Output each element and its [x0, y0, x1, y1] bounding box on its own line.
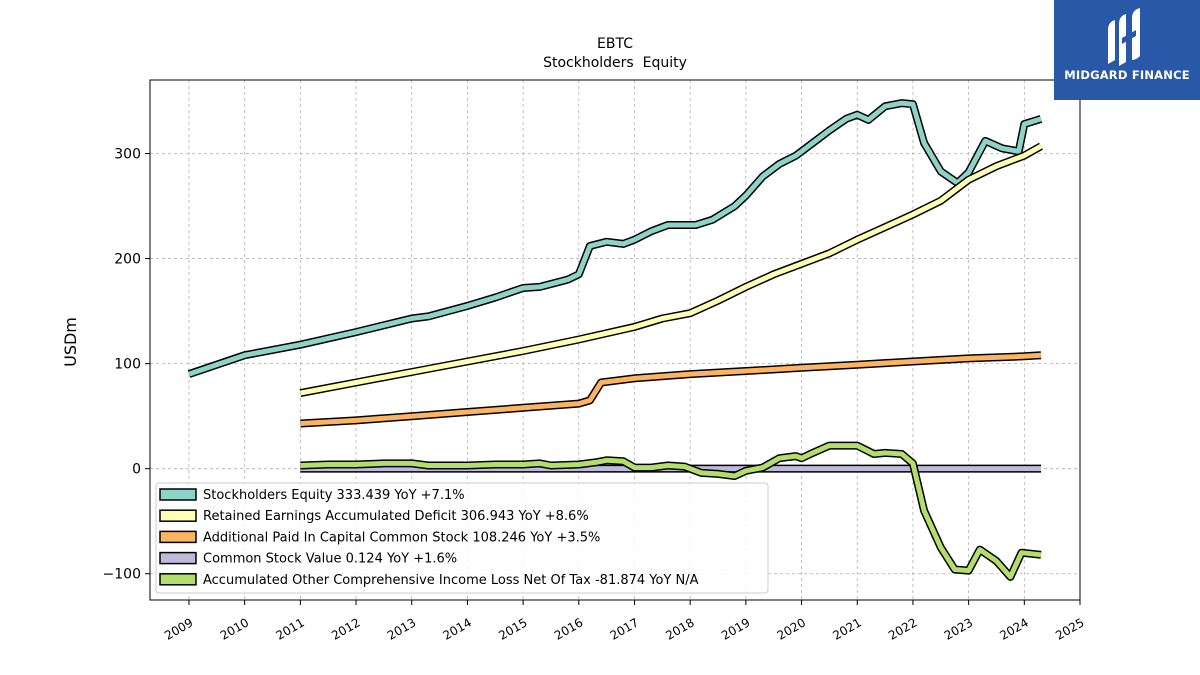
chart-subtitle: Stockholders Equity	[543, 55, 687, 71]
x-tick-label: 2018	[663, 615, 696, 642]
legend-swatch	[159, 551, 197, 565]
x-tick-label: 2020	[775, 615, 808, 642]
series-line-2	[300, 352, 1042, 426]
x-tick-label: 2012	[329, 615, 362, 642]
legend-swatch	[159, 488, 197, 501]
y-tick-label: 200	[114, 252, 141, 268]
legend-entry: Stockholders Equity 333.439 YoY +7.1%	[203, 488, 465, 503]
y-tick-label: 300	[114, 147, 141, 163]
legend-swatch	[159, 573, 197, 586]
x-tick-label: 2011	[273, 615, 306, 642]
x-tick-label: 2022	[886, 615, 919, 642]
chart-title: EBTC	[597, 36, 633, 52]
x-tick-label: 2009	[162, 615, 195, 642]
y-axis-label: USDm	[61, 317, 80, 367]
x-tick-label: 2019	[719, 615, 752, 642]
x-tick-label: 2010	[218, 615, 251, 642]
x-tick-label: 2025	[1053, 615, 1086, 642]
legend-entry: Common Stock Value 0.124 YoY +1.6%	[203, 552, 457, 567]
plot-frame	[149, 79, 1081, 601]
series-line-0	[188, 100, 1042, 377]
series-line-1	[299, 144, 1043, 396]
y-tick-label: 100	[114, 357, 141, 373]
legend: Stockholders Equity 333.439 YoY +7.1% Ret…	[155, 482, 769, 594]
x-tick-label: 2016	[552, 615, 585, 642]
midgard-finance-logo: MIDGARD FINANCE	[1054, 0, 1200, 100]
x-tick-label: 2017	[608, 615, 641, 642]
y-tick-label: −100	[103, 567, 141, 583]
midgard-m-logo-icon	[1108, 8, 1140, 66]
x-tick-label: 2024	[997, 615, 1030, 642]
legend-box	[155, 482, 769, 594]
x-tick-label: 2015	[496, 615, 529, 642]
legend-entry: Additional Paid In Capital Common Stock …	[203, 530, 600, 545]
series-lines	[187, 99, 1043, 581]
legend-entry: Accumulated Other Comprehensive Income L…	[203, 573, 699, 588]
series-line-4	[300, 443, 1042, 580]
x-tick-label: 2021	[830, 615, 863, 642]
x-tick-label: 2013	[385, 615, 418, 642]
logo-text: MIDGARD FINANCE	[1064, 68, 1190, 82]
series-outline	[300, 351, 1042, 428]
x-tick-label: 2023	[942, 615, 975, 642]
y-tick-label: 0	[132, 462, 141, 478]
legend-entry: Retained Earnings Accumulated Deficit 30…	[203, 509, 589, 524]
legend-swatch	[159, 509, 197, 522]
x-tick-label: 2014	[441, 615, 474, 642]
legend-swatch	[159, 530, 197, 544]
